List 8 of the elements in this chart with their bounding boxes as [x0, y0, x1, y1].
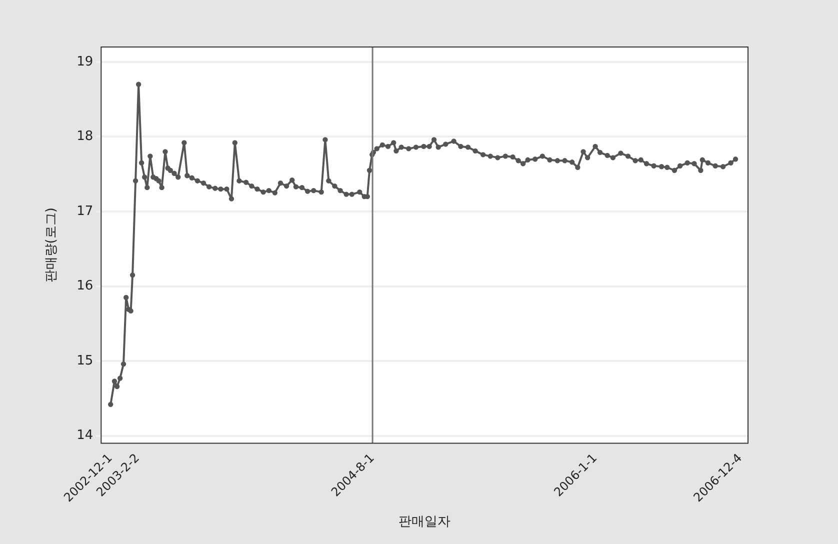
- y-tick-label: 14: [76, 428, 94, 444]
- y-axis-title: 판매량(로그): [44, 208, 60, 283]
- y-tick-label: 19: [76, 54, 94, 70]
- y-tick-label: 17: [76, 204, 94, 219]
- y-tick-label: 15: [76, 353, 94, 368]
- y-tick-label: 16: [76, 278, 94, 294]
- y-tick-label: 18: [76, 129, 94, 144]
- x-axis-title: 판매일자: [398, 514, 451, 530]
